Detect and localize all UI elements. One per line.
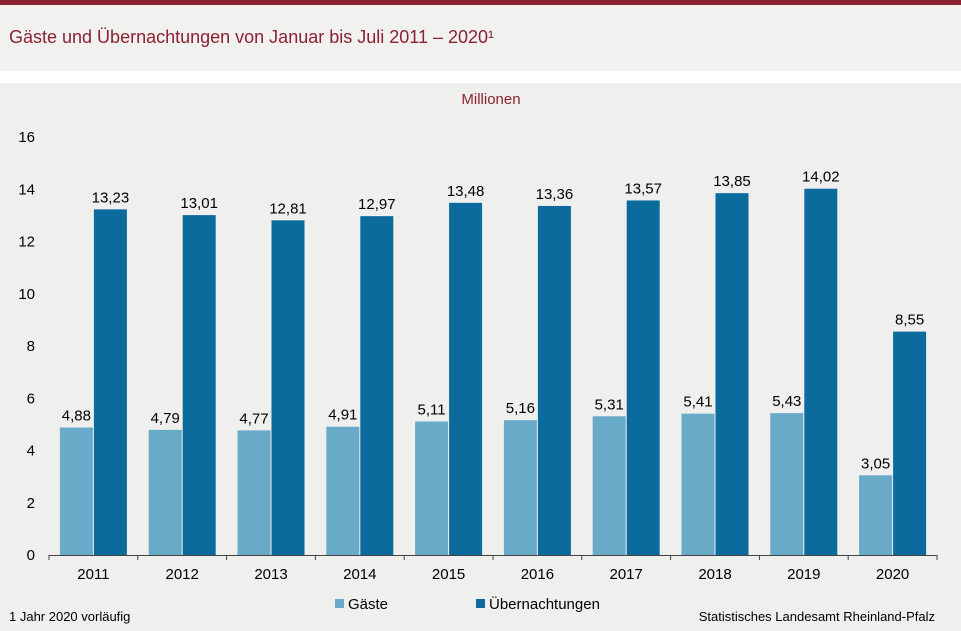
data-label-gaeste: 5,41 — [683, 394, 712, 411]
bar-gaeste — [59, 427, 93, 555]
bar-uebernachtungen — [93, 209, 127, 555]
bar-uebernachtungen — [893, 331, 927, 555]
data-label-uebernachtungen: 13,23 — [92, 189, 130, 206]
legend-label-gaeste: Gäste — [348, 596, 389, 613]
y-tick-label: 16 — [18, 129, 35, 146]
x-tick-label: 2018 — [698, 566, 731, 583]
data-label-gaeste: 5,31 — [595, 396, 624, 413]
y-tick-label: 12 — [18, 234, 35, 251]
bar-uebernachtungen — [537, 205, 571, 555]
data-label-uebernachtungen: 14,02 — [802, 169, 840, 186]
bar-gaeste — [415, 421, 449, 555]
bar-uebernachtungen — [804, 188, 838, 556]
top-accent-bar — [0, 0, 961, 5]
bar-gaeste — [326, 426, 360, 555]
bar-gaeste — [503, 420, 537, 555]
bar-gaeste — [681, 413, 715, 555]
data-label-uebernachtungen: 12,97 — [358, 196, 396, 213]
data-label-gaeste: 5,16 — [506, 400, 535, 417]
header-divider — [0, 71, 961, 83]
bar-gaeste — [859, 475, 893, 555]
source-credit: Statistisches Landesamt Rheinland-Pfalz — [698, 609, 935, 624]
y-tick-label: 6 — [27, 390, 35, 407]
data-label-uebernachtungen: 13,85 — [713, 173, 751, 190]
x-tick-label: 2015 — [432, 566, 465, 583]
x-tick-label: 2019 — [787, 566, 820, 583]
legend-item-gaeste: Gäste — [335, 596, 388, 613]
data-label-gaeste: 4,91 — [328, 407, 357, 424]
x-tick-label: 2014 — [343, 566, 376, 583]
y-tick-label: 0 — [27, 547, 35, 564]
data-label-gaeste: 5,43 — [772, 393, 801, 410]
x-tick-label: 2017 — [610, 566, 643, 583]
data-label-gaeste: 4,88 — [62, 408, 91, 425]
data-label-gaeste: 4,77 — [239, 410, 268, 427]
bar-gaeste — [770, 413, 804, 555]
data-label-uebernachtungen: 13,01 — [180, 195, 218, 212]
legend-swatch-uebernachtungen — [476, 599, 485, 608]
x-tick-label: 2012 — [166, 566, 199, 583]
bar-gaeste — [237, 430, 271, 555]
data-label-uebernachtungen: 13,57 — [624, 180, 662, 197]
y-tick-label: 10 — [18, 286, 35, 303]
data-label-uebernachtungen: 12,81 — [269, 200, 307, 217]
bar-gaeste — [592, 416, 626, 555]
x-tick-label: 2020 — [876, 566, 909, 583]
y-tick-label: 4 — [27, 443, 35, 460]
legend-swatch-gaeste — [335, 599, 344, 608]
bar-uebernachtungen — [271, 220, 305, 555]
bar-uebernachtungen — [715, 193, 749, 555]
title-band — [0, 5, 961, 71]
bar-gaeste — [148, 429, 182, 555]
y-tick-label: 2 — [27, 495, 35, 512]
bar-uebernachtungen — [360, 216, 394, 555]
data-label-uebernachtungen: 13,36 — [536, 186, 574, 203]
unit-label: Millionen — [461, 91, 521, 108]
data-label-gaeste: 4,79 — [151, 410, 180, 427]
data-label-uebernachtungen: 8,55 — [895, 312, 924, 329]
x-tick-label: 2011 — [77, 566, 109, 583]
legend-item-uebernachtungen: Übernachtungen — [476, 596, 600, 613]
y-tick-label: 8 — [27, 338, 35, 355]
data-label-uebernachtungen: 13,48 — [447, 183, 485, 200]
footnote: 1 Jahr 2020 vorläufig — [9, 609, 131, 624]
x-tick-label: 2013 — [254, 566, 287, 583]
bar-uebernachtungen — [449, 202, 483, 555]
x-tick-label: 2016 — [521, 566, 554, 583]
bar-uebernachtungen — [182, 215, 216, 555]
chart-title: Gäste und Übernachtungen von Januar bis … — [9, 27, 494, 47]
data-label-gaeste: 3,05 — [861, 455, 890, 472]
y-tick-label: 14 — [18, 181, 35, 198]
legend-label-uebernachtungen: Übernachtungen — [489, 596, 600, 613]
data-label-gaeste: 5,11 — [418, 402, 446, 419]
bar-uebernachtungen — [626, 200, 660, 555]
